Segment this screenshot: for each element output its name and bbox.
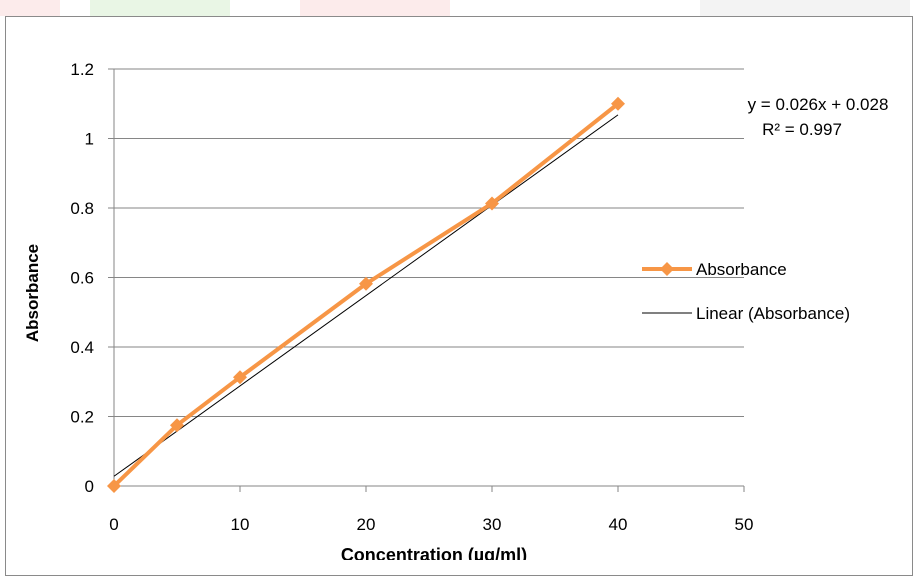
legend-absorbance-swatch-marker bbox=[660, 262, 674, 276]
chart-svg: 0 0.2 0.4 0.6 0.8 1 1.2 0 10 20 30 40 50 y = 0.026x … bbox=[23, 60, 889, 565]
y-tick-label: 0 bbox=[85, 477, 94, 496]
y-axis-title: Absorbance bbox=[23, 244, 42, 342]
watermark-left bbox=[0, 0, 60, 16]
watermark-green bbox=[90, 0, 230, 16]
grid-layer bbox=[114, 68, 744, 417]
legend: Absorbance Linear (Absorbance) bbox=[642, 260, 850, 323]
watermark-red bbox=[300, 0, 450, 16]
r-squared-label: R² = 0.997 bbox=[762, 120, 842, 139]
x-tick-label: 40 bbox=[609, 515, 628, 534]
trendline-linear-absorbance bbox=[113, 114, 619, 477]
x-tick-label: 20 bbox=[357, 515, 376, 534]
x-tick-label: 50 bbox=[735, 515, 754, 534]
y-tick-label: 0.2 bbox=[70, 408, 94, 427]
x-tick-label: 30 bbox=[483, 515, 502, 534]
data-point-absorbance bbox=[611, 96, 625, 111]
x-tick-label: 0 bbox=[109, 515, 118, 534]
axis-layer: 0 0.2 0.4 0.6 0.8 1 1.2 0 10 20 30 40 50 bbox=[70, 60, 753, 534]
legend-absorbance-label: Absorbance bbox=[696, 260, 787, 279]
x-tick-label: 10 bbox=[231, 515, 250, 534]
y-tick-label: 1 bbox=[85, 130, 94, 149]
data-point-absorbance bbox=[233, 370, 247, 385]
y-tick-label: 0.6 bbox=[70, 269, 94, 288]
trendline-equation: y = 0.026x + 0.028 bbox=[748, 95, 889, 114]
y-tick-label: 1.2 bbox=[70, 60, 94, 79]
y-tick-label: 0.8 bbox=[70, 199, 94, 218]
watermark-gray bbox=[700, 0, 910, 16]
series-absorbance-line bbox=[112, 102, 620, 488]
y-tick-label: 0.4 bbox=[70, 338, 94, 357]
data-point-absorbance bbox=[359, 276, 373, 291]
data-point-absorbance bbox=[107, 479, 121, 493]
legend-linear-label: Linear (Absorbance) bbox=[696, 304, 850, 323]
data-point-absorbance bbox=[170, 418, 184, 433]
x-axis-title: Concentration (µg/ml) bbox=[341, 545, 527, 560]
chart-frame: 0 0.2 0.4 0.6 0.8 1 1.2 0 10 20 30 40 50 y = 0.026x … bbox=[5, 16, 913, 576]
data-point-absorbance bbox=[485, 196, 499, 211]
series-layer bbox=[107, 96, 625, 493]
